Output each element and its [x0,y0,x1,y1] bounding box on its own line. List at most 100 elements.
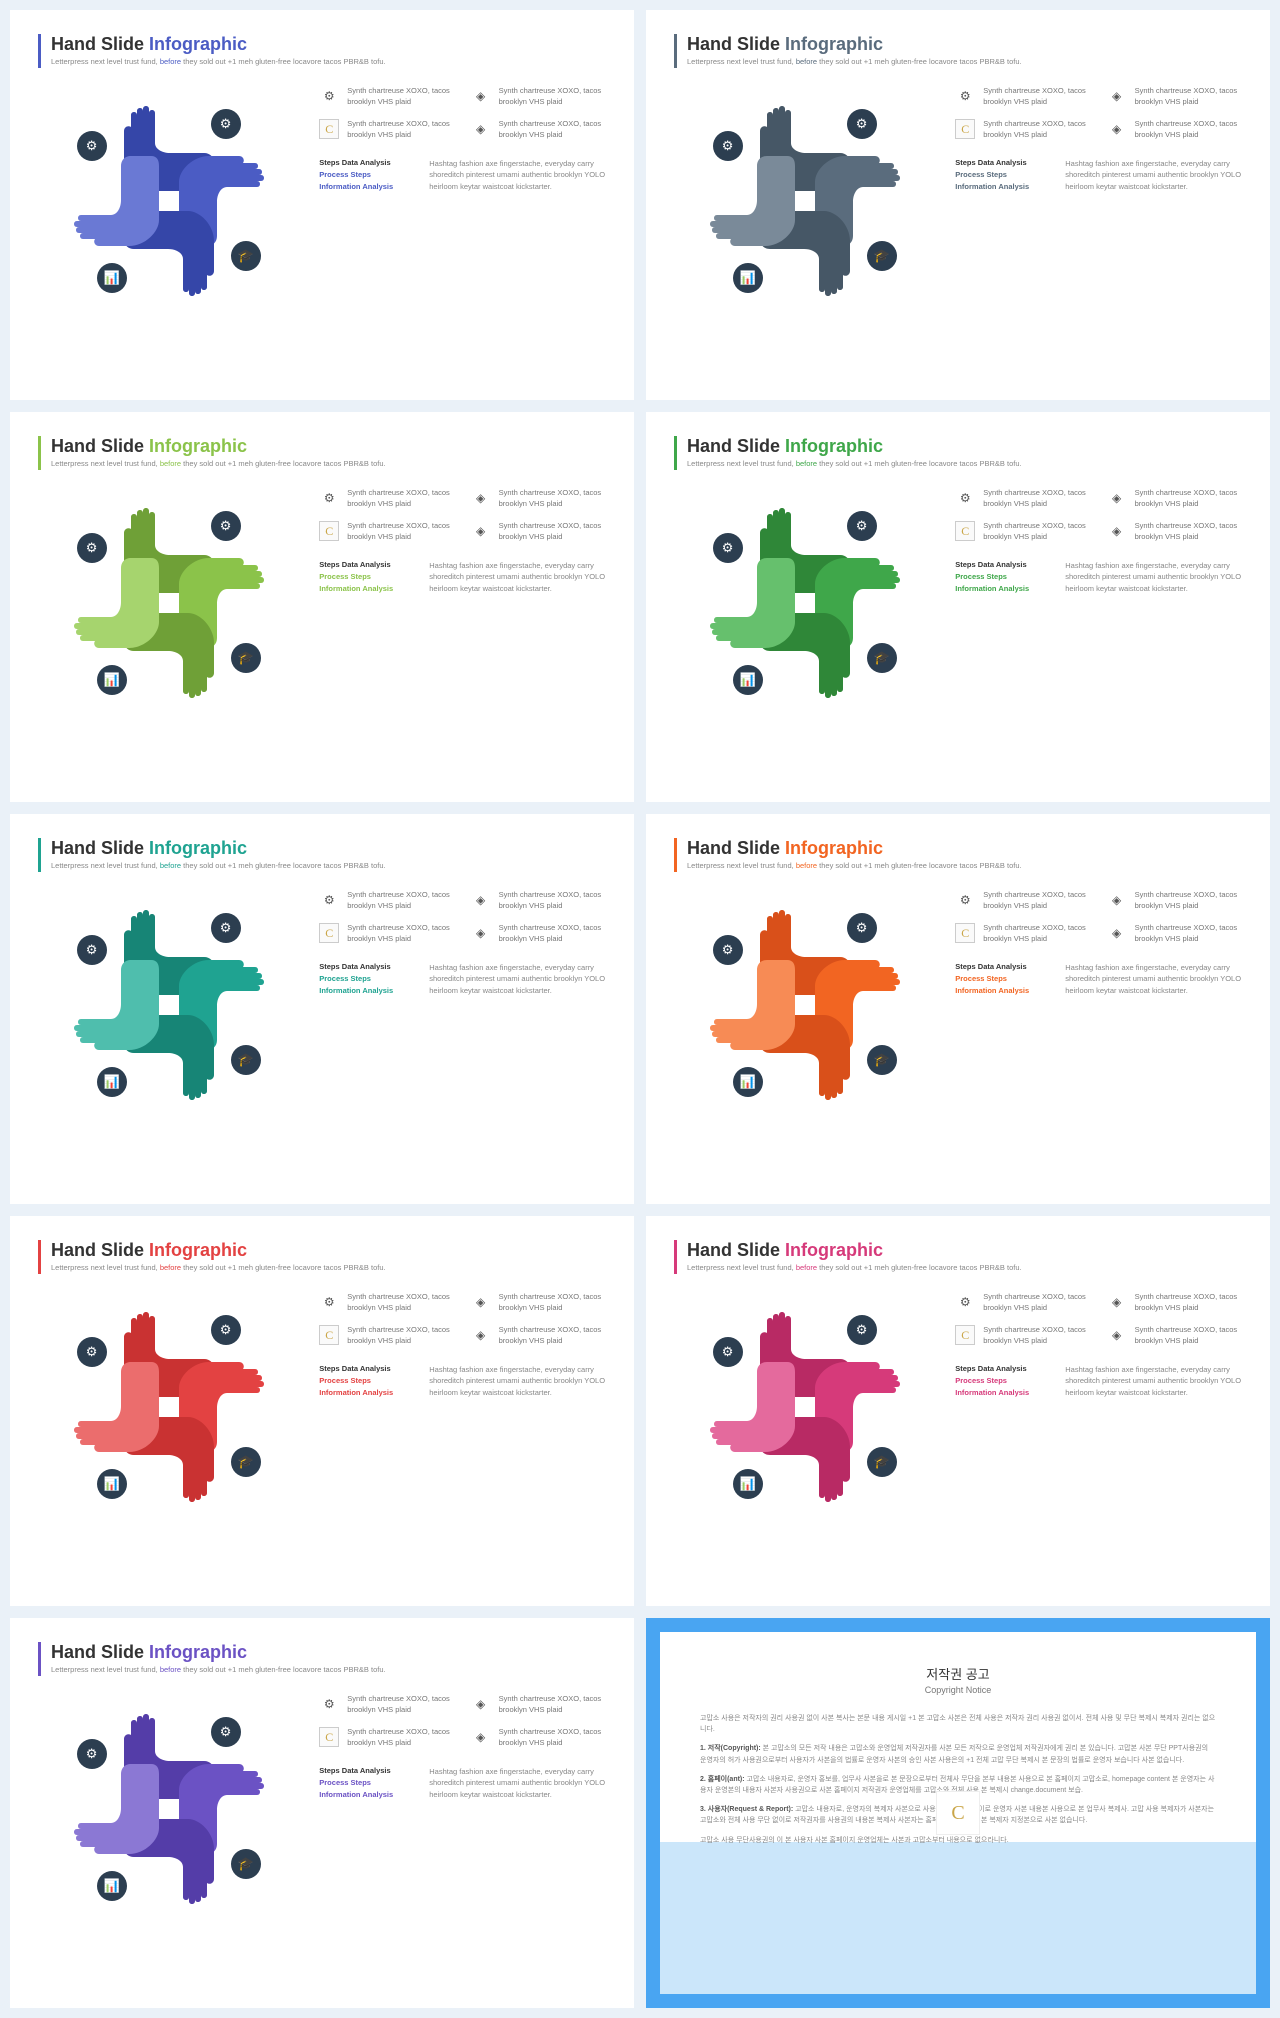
accent-bar [38,1642,41,1676]
logo-icon: C [319,521,339,541]
hands-graphic: ⚙ 🎓 📊 ⚙ [38,86,299,316]
settings-icon: ⚙ [77,533,107,563]
feature-4: ◈ Synth chartreuse XOXO, tacos brooklyn … [1107,521,1242,542]
education-icon: 🎓 [867,241,897,271]
layers-icon: ◈ [1107,119,1127,139]
steps-list: Steps Data Analysis Process Steps Inform… [955,560,1045,596]
feature-3: C Synth chartreuse XOXO, tacos brooklyn … [955,119,1090,140]
step-3: Information Analysis [319,1388,409,1397]
gear-icon: ⚙ [211,1315,241,1345]
hands-graphic: ⚙ 🎓 📊 ⚙ [674,86,935,316]
subtitle: Letterpress next level trust fund, befor… [687,57,1242,66]
slide-title: Hand Slide Infographic [687,436,1242,457]
title-bar: Hand Slide Infographic Letterpress next … [674,1240,1242,1274]
settings-icon: ⚙ [713,1337,743,1367]
gear-icon: ⚙ [319,890,339,910]
settings-icon: ⚙ [77,935,107,965]
subtitle: Letterpress next level trust fund, befor… [51,459,606,468]
hands-graphic: ⚙ 🎓 📊 ⚙ [674,890,935,1120]
chart-icon: 📊 [97,263,127,293]
title-prefix: Hand Slide [687,838,780,858]
gear-icon: ⚙ [319,86,339,106]
hands-graphic: ⚙ 🎓 📊 ⚙ [38,488,299,718]
step-3: Information Analysis [955,986,1045,995]
title-bar: Hand Slide Infographic Letterpress next … [38,1642,606,1676]
paragraph: Hashtag fashion axe fingerstache, everyd… [429,158,606,194]
layers-icon: ◈ [1107,923,1127,943]
subtitle: Letterpress next level trust fund, befor… [51,57,606,66]
text-area: ⚙ Synth chartreuse XOXO, tacos brooklyn … [319,488,606,718]
title-prefix: Hand Slide [51,1240,144,1260]
gear-icon: ⚙ [847,511,877,541]
slide: Hand Slide Infographic Letterpress next … [646,10,1270,400]
layers-icon: ◈ [471,890,491,910]
slide: Hand Slide Infographic Letterpress next … [10,814,634,1204]
feature-2: ◈ Synth chartreuse XOXO, tacos brooklyn … [471,890,606,911]
hand-left [59,548,169,658]
layers-icon: ◈ [471,1292,491,1312]
feature-1: ⚙ Synth chartreuse XOXO, tacos brooklyn … [319,86,454,107]
title-bar: Hand Slide Infographic Letterpress next … [38,34,606,68]
feature-2: ◈ Synth chartreuse XOXO, tacos brooklyn … [471,488,606,509]
feature-3: C Synth chartreuse XOXO, tacos brooklyn … [955,1325,1090,1346]
logo-icon: C [955,1325,975,1345]
title-accent: Infographic [785,838,883,858]
gear-icon: ⚙ [955,1292,975,1312]
steps-list: Steps Data Analysis Process Steps Inform… [319,158,409,194]
steps-list: Steps Data Analysis Process Steps Inform… [955,962,1045,998]
paragraph: Hashtag fashion axe fingerstache, everyd… [429,1364,606,1400]
accent-bar [674,34,677,68]
title-accent: Infographic [785,436,883,456]
feature-1: ⚙ Synth chartreuse XOXO, tacos brooklyn … [955,488,1090,509]
step-2: Process Steps [319,1778,409,1787]
step-3: Information Analysis [955,182,1045,191]
feature-2: ◈ Synth chartreuse XOXO, tacos brooklyn … [471,86,606,107]
hand-left [59,1352,169,1462]
copyright-slide: C 저작권 공고 Copyright Notice 고맙소 사용은 저작자의 권… [646,1618,1270,2008]
title-prefix: Hand Slide [687,436,780,456]
hands-graphic: ⚙ 🎓 📊 ⚙ [674,488,935,718]
chart-icon: 📊 [97,665,127,695]
hand-left [695,548,805,658]
feature-4: ◈ Synth chartreuse XOXO, tacos brooklyn … [471,521,606,542]
title-accent: Infographic [785,1240,883,1260]
step-2: Process Steps [319,1376,409,1385]
title-accent: Infographic [149,436,247,456]
steps-list: Steps Data Analysis Process Steps Inform… [955,158,1045,194]
slide-title: Hand Slide Infographic [51,436,606,457]
logo-icon: C [955,923,975,943]
subtitle: Letterpress next level trust fund, befor… [51,861,606,870]
gear-icon: ⚙ [955,86,975,106]
title-accent: Infographic [149,1642,247,1662]
feature-1: ⚙ Synth chartreuse XOXO, tacos brooklyn … [955,1292,1090,1313]
paragraph: Hashtag fashion axe fingerstache, everyd… [429,560,606,596]
title-prefix: Hand Slide [687,34,780,54]
hand-left [59,1754,169,1864]
steps-list: Steps Data Analysis Process Steps Inform… [319,1364,409,1400]
logo-icon: C [955,521,975,541]
accent-bar [38,1240,41,1274]
feature-1: ⚙ Synth chartreuse XOXO, tacos brooklyn … [955,86,1090,107]
step-2: Process Steps [955,974,1045,983]
education-icon: 🎓 [867,1045,897,1075]
subtitle: Letterpress next level trust fund, befor… [687,1263,1242,1272]
education-icon: 🎓 [231,643,261,673]
slide: Hand Slide Infographic Letterpress next … [646,412,1270,802]
paragraph: Hashtag fashion axe fingerstache, everyd… [1065,158,1242,194]
paragraph: Hashtag fashion axe fingerstache, everyd… [1065,1364,1242,1400]
education-icon: 🎓 [231,1447,261,1477]
feature-3: C Synth chartreuse XOXO, tacos brooklyn … [955,923,1090,944]
step-1: Steps Data Analysis [319,962,409,971]
slide-title: Hand Slide Infographic [51,1240,606,1261]
hand-left [695,146,805,256]
text-area: ⚙ Synth chartreuse XOXO, tacos brooklyn … [955,488,1242,718]
copyright-subtitle: Copyright Notice [700,1685,1216,1695]
education-icon: 🎓 [867,1447,897,1477]
step-1: Steps Data Analysis [955,158,1045,167]
gear-icon: ⚙ [847,1315,877,1345]
title-prefix: Hand Slide [687,1240,780,1260]
layers-icon: ◈ [471,923,491,943]
title-bar: Hand Slide Infographic Letterpress next … [38,838,606,872]
settings-icon: ⚙ [77,131,107,161]
education-icon: 🎓 [231,1045,261,1075]
